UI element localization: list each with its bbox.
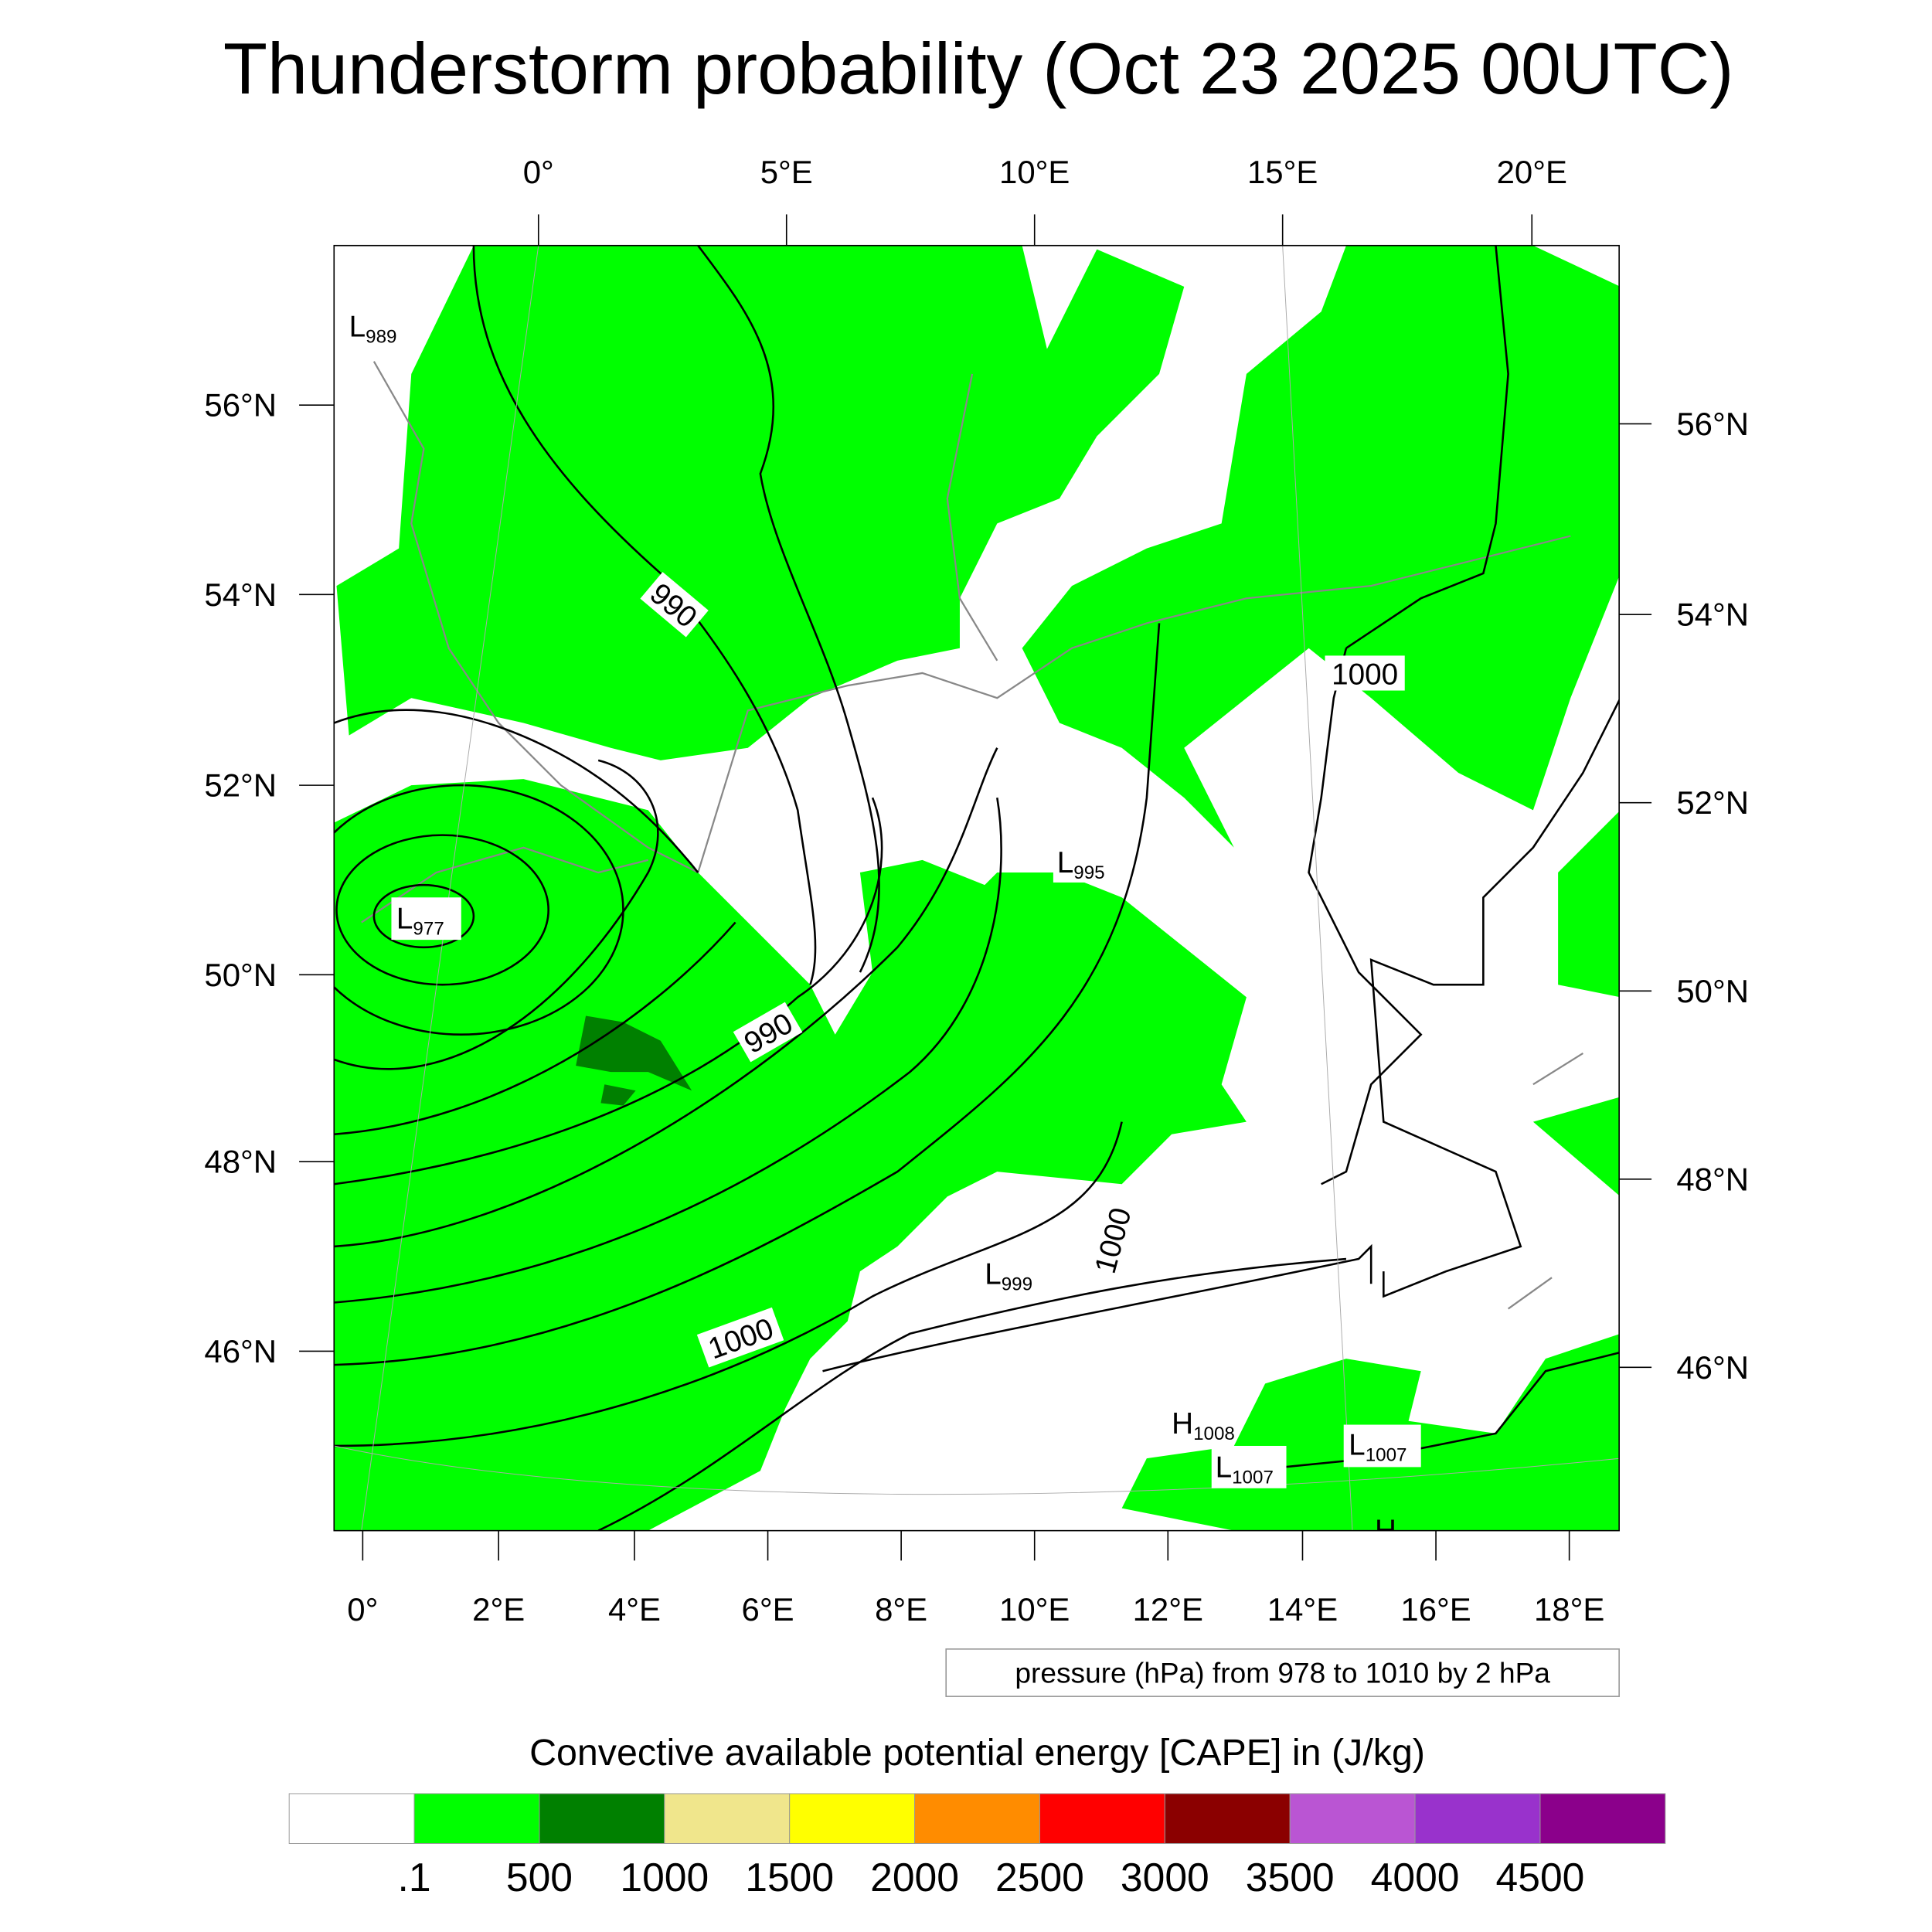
- tick-label-bottom: 6°E: [742, 1591, 794, 1628]
- pressure-center: L1007: [1216, 1451, 1274, 1488]
- tick-label-top: 0°: [523, 154, 554, 190]
- contour-info-box: pressure (hPa) from 978 to 1010 by 2 hPa: [945, 1648, 1620, 1697]
- pressure-centers: L989 L977 L995 L999 H1008 L1007 L1007 H: [349, 310, 1421, 1548]
- axis-bottom: [362, 1530, 1570, 1561]
- cape-region-dark: [576, 1015, 692, 1106]
- tick-label-bottom: 14°E: [1267, 1591, 1338, 1628]
- tick-label-right: 48°N: [1676, 1161, 1749, 1197]
- tick-label-left: 54°N: [204, 577, 277, 613]
- cape-region-northeast: [1022, 245, 1620, 848]
- colorbar: [288, 1793, 1666, 1844]
- colorbar-label: 1000: [620, 1855, 709, 1900]
- colorbar-swatch: [914, 1793, 1040, 1844]
- colorbar-label: 3000: [1121, 1855, 1209, 1900]
- map-frame: [333, 244, 1620, 1532]
- axis-top: [537, 214, 1533, 246]
- tick-label-bottom: 16°E: [1400, 1591, 1471, 1628]
- contour-info: pressure (hPa) from 978 to 1010 by 2 hPa: [1015, 1656, 1550, 1689]
- tick-label-bottom: 10°E: [999, 1591, 1070, 1628]
- pressure-center: L977: [396, 903, 444, 940]
- cape-region-east: [1532, 811, 1620, 1196]
- isobar-label: 1000: [1332, 658, 1398, 691]
- colorbar-swatch: [539, 1793, 665, 1844]
- colorbar-swatch: [1539, 1793, 1666, 1844]
- tick-label-top: 10°E: [999, 154, 1070, 190]
- cape-fill-mid: [576, 1015, 692, 1106]
- tick-label-left: 50°N: [204, 957, 277, 993]
- pressure-center: L1007: [1349, 1428, 1406, 1465]
- colorbar-swatch: [1289, 1793, 1416, 1844]
- tick-label-bottom: 8°E: [875, 1591, 927, 1628]
- tick-label-right: 56°N: [1676, 406, 1749, 442]
- projection-line: [334, 245, 1620, 1531]
- tick-label-right: 52°N: [1676, 784, 1749, 821]
- tick-label-right: 54°N: [1676, 597, 1749, 633]
- tick-label-bottom: 12°E: [1133, 1591, 1203, 1628]
- tick-label-top: 5°E: [760, 154, 813, 190]
- colorbar-swatch: [288, 1793, 415, 1844]
- axis-right: [1619, 423, 1652, 1369]
- colorbar-label: 2000: [870, 1855, 959, 1900]
- tick-label-left: 52°N: [204, 767, 277, 804]
- pressure-center: L995: [1057, 846, 1105, 883]
- pressure-center: L999: [985, 1257, 1032, 1294]
- tick-label-top: 15°E: [1247, 154, 1318, 190]
- colorbar-label: 2500: [995, 1855, 1084, 1900]
- tick-label-bottom: 2°E: [472, 1591, 525, 1628]
- isobars: [334, 245, 1620, 1531]
- tick-label-left: 56°N: [204, 387, 277, 423]
- colorbar-swatch: [1164, 1793, 1291, 1844]
- colorbar-swatch: [1039, 1793, 1165, 1844]
- colorbar-label: 1500: [745, 1855, 834, 1900]
- tick-label-bottom: 0°: [347, 1591, 378, 1628]
- pressure-center: H1008: [1172, 1407, 1235, 1444]
- chart-title: Thunderstorm probability (Oct 23 2025 00…: [223, 28, 1734, 109]
- colorbar-label: 500: [506, 1855, 573, 1900]
- colorbar-label: 4500: [1496, 1855, 1585, 1900]
- colorbar-swatch: [789, 1793, 916, 1844]
- tick-label-bottom: 4°E: [608, 1591, 661, 1628]
- pressure-center: H: [1375, 1515, 1396, 1548]
- tick-label-right: 46°N: [1676, 1349, 1749, 1386]
- colorbar-swatch: [413, 1793, 540, 1844]
- axis-left: [299, 404, 335, 1352]
- pressure-center: L989: [349, 310, 397, 347]
- tick-label-top: 20°E: [1497, 154, 1567, 190]
- colorbar-swatch: [1414, 1793, 1541, 1844]
- colorbar-labels: .1 500 1000 1500 2000 2500 3000 3500 4000 4500: [398, 1855, 1585, 1900]
- colorbar-title: Convective available potential energy [C…: [529, 1732, 1425, 1774]
- tick-label-bottom: 18°E: [1534, 1591, 1604, 1628]
- tick-label-right: 50°N: [1676, 973, 1749, 1009]
- colorbar-label: 4000: [1371, 1855, 1460, 1900]
- tick-label-left: 46°N: [204, 1333, 277, 1369]
- colorbar-label: .1: [398, 1855, 431, 1900]
- tick-label-left: 48°N: [204, 1144, 277, 1180]
- colorbar-label: 3500: [1246, 1855, 1335, 1900]
- colorbar-swatch: [664, 1793, 791, 1844]
- map-area: 990 990 1000 1000 1000 L989 L977 L995 L9…: [333, 244, 1620, 1548]
